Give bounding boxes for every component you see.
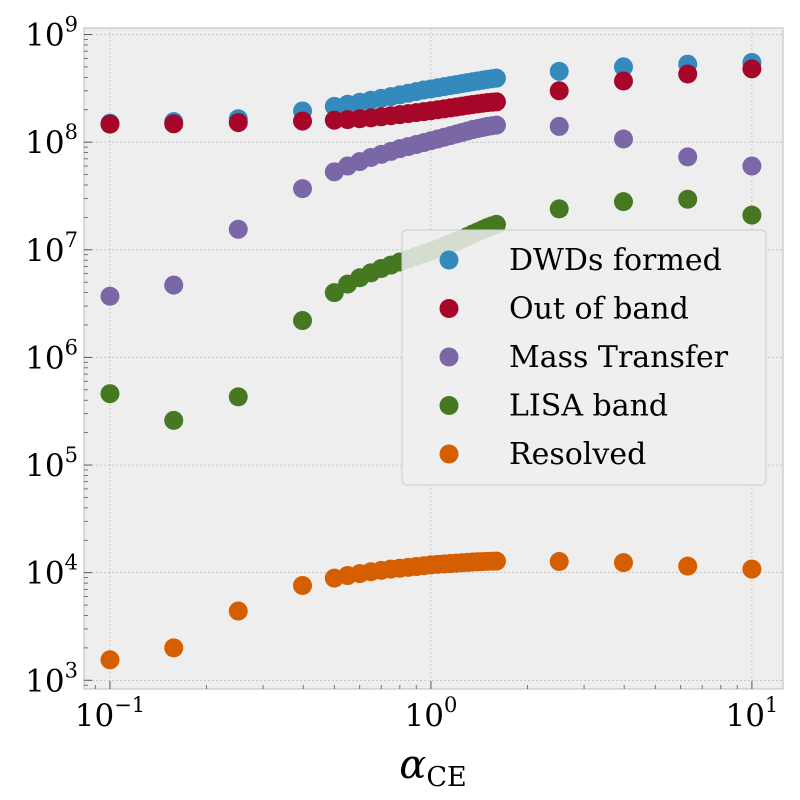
y-tick-label: 103 (25, 658, 78, 699)
y-tick-label: 108 (25, 120, 78, 161)
legend-label: Mass Transfer (509, 340, 729, 375)
legend-marker (439, 347, 459, 367)
data-point (228, 219, 248, 239)
legend-marker (439, 396, 459, 415)
data-point (549, 116, 569, 136)
data-point (549, 81, 569, 101)
legend-box (401, 229, 767, 486)
y-tick-label: 109 (25, 13, 78, 54)
data-point (678, 147, 698, 167)
data-point (293, 575, 313, 595)
data-point (228, 387, 248, 407)
data-point (486, 551, 506, 571)
data-point (100, 114, 120, 134)
data-point (100, 384, 120, 404)
series-out-of-band (100, 59, 762, 134)
x-axis-subscript: CE (426, 762, 466, 793)
data-point (100, 650, 120, 670)
legend: DWDs formed Out of band Mass Transfer LISA … (401, 229, 767, 486)
y-tick-label: 104 (25, 551, 78, 592)
data-point (678, 556, 698, 576)
data-point (486, 92, 506, 112)
series-resolved (100, 551, 762, 670)
data-point (164, 410, 184, 430)
x-tick-label: 100 (405, 693, 458, 734)
axes-frame (83, 27, 784, 690)
data-point (293, 111, 313, 131)
data-point (678, 189, 698, 209)
data-point (742, 559, 762, 579)
data-point (486, 68, 506, 88)
legend-label: Resolved (509, 437, 646, 472)
legend-marker (439, 299, 459, 318)
data-point (100, 286, 120, 306)
data-point (228, 113, 248, 133)
legend-marker (439, 250, 459, 270)
data-point (613, 553, 633, 573)
y-tick-label: 106 (25, 335, 78, 376)
legend-label: Out of band (509, 292, 689, 327)
data-point (293, 179, 313, 199)
axis-ticks: 10−1 100 101 103 104 105 106 107 108 109 (25, 13, 778, 734)
legend-label: LISA band (509, 389, 668, 424)
data-point (742, 205, 762, 225)
data-point (293, 311, 313, 331)
data-point (613, 129, 633, 149)
x-axis-label: αCE (399, 742, 466, 793)
x-tick-label: 10−1 (75, 693, 145, 734)
y-tick-label: 107 (25, 228, 78, 269)
data-point (742, 156, 762, 176)
data-point (164, 114, 184, 134)
data-point (742, 59, 762, 79)
data-point (164, 275, 184, 295)
series-mass-transfer (100, 115, 762, 306)
x-tick-label: 101 (725, 693, 778, 734)
data-point (613, 71, 633, 91)
data-point (486, 214, 506, 234)
data-point (549, 199, 569, 219)
x-axis-symbol: α (399, 742, 426, 788)
data-point (486, 115, 506, 135)
legend-marker (439, 444, 459, 464)
y-tick-label: 105 (25, 443, 78, 484)
data-point (549, 61, 569, 81)
data-point (164, 638, 184, 658)
legend-label: DWDs formed (509, 243, 722, 278)
data-point (613, 192, 633, 212)
data-point (549, 551, 569, 571)
data-point (678, 64, 698, 84)
axes-border (83, 27, 784, 690)
data-point (228, 601, 248, 621)
data-point (613, 57, 633, 77)
